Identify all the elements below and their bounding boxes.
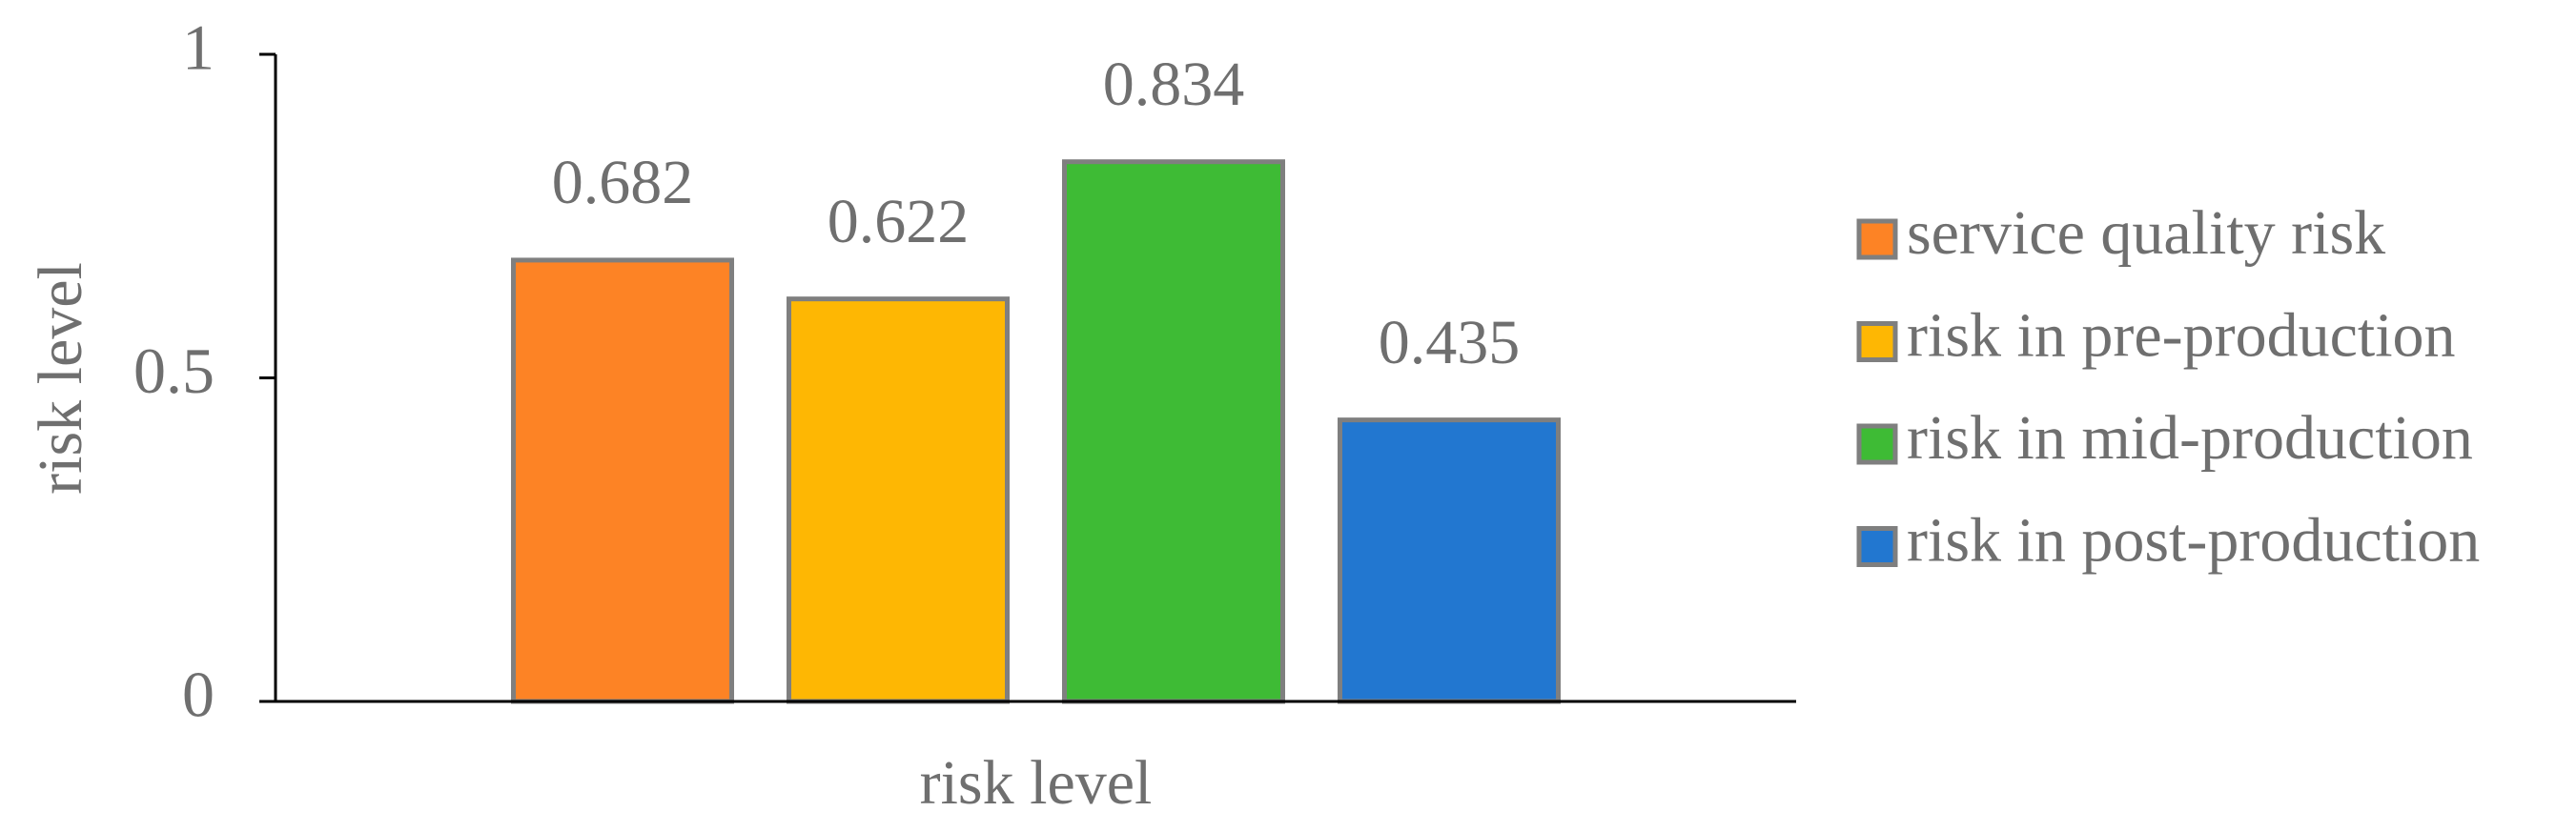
legend-swatch xyxy=(1856,218,1898,260)
data-label: 0.682 xyxy=(552,148,694,217)
legend-swatch xyxy=(1856,321,1898,362)
bar xyxy=(1338,417,1561,704)
data-label: 0.435 xyxy=(1379,308,1521,377)
legend-label: risk in post-production xyxy=(1907,506,2480,576)
y-tick-label: 0.5 xyxy=(133,335,215,407)
legend-swatch xyxy=(1856,526,1898,567)
y-tick-label: 1 xyxy=(182,11,215,84)
legend-swatch xyxy=(1856,423,1898,465)
x-tick-label: risk level xyxy=(920,748,1153,818)
bar xyxy=(1062,159,1285,704)
bar xyxy=(511,257,734,704)
bar xyxy=(787,296,1010,704)
legend-label: service quality risk xyxy=(1907,198,2385,268)
data-label: 0.834 xyxy=(1103,50,1245,119)
legend-label: risk in mid-production xyxy=(1907,403,2473,473)
y-axis-label: risk level xyxy=(26,262,95,495)
legend-label: risk in pre-production xyxy=(1907,301,2456,371)
data-label: 0.622 xyxy=(828,187,970,256)
y-tick-label: 0 xyxy=(182,659,215,731)
